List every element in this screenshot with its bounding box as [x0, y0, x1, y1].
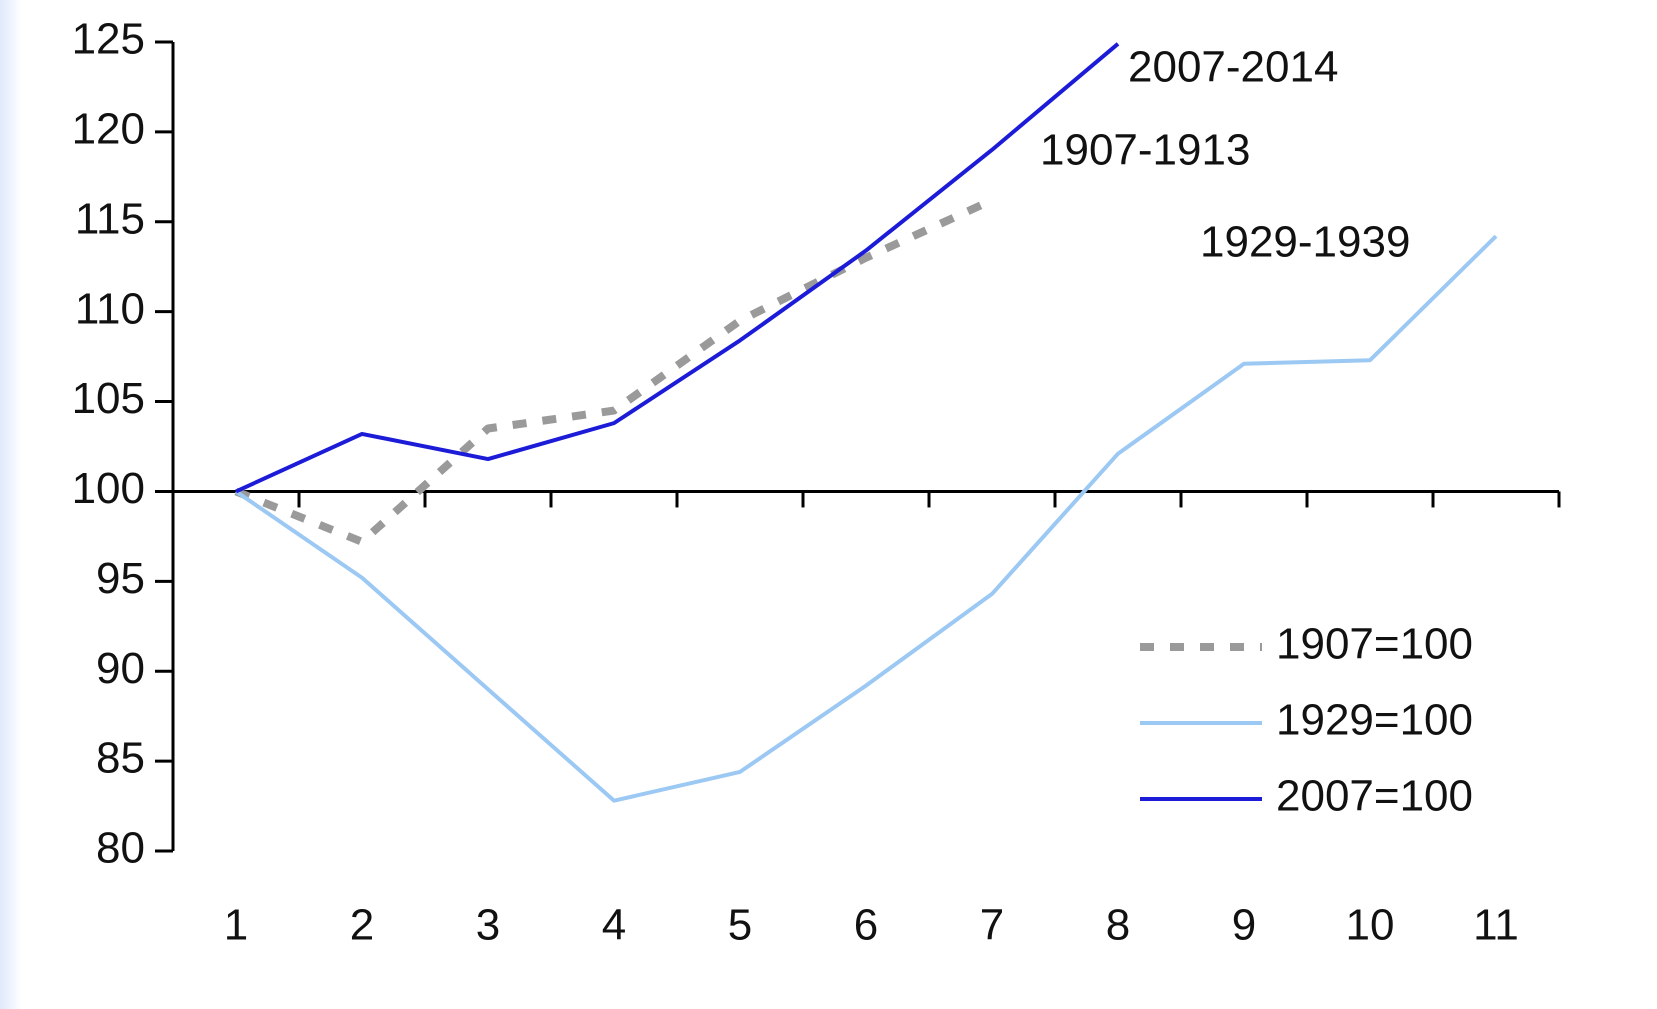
x-tick-label: 11 — [1473, 901, 1519, 950]
y-tick-label: 90 — [96, 644, 145, 693]
series-line — [235, 42, 1120, 494]
legend-label: 1907=100 — [1276, 620, 1473, 669]
y-tick-label: 110 — [75, 284, 145, 333]
y-tick-label: 115 — [75, 194, 145, 243]
annotation: 1907-1913 — [1040, 126, 1250, 175]
y-tick-label: 80 — [96, 824, 145, 873]
x-tick-label: 7 — [980, 901, 1004, 950]
x-tick-label: 2 — [350, 901, 374, 950]
y-tick-label: 95 — [96, 554, 145, 603]
x-tick-label: 1 — [224, 901, 248, 950]
series-line — [234, 196, 994, 546]
legend-label: 2007=100 — [1276, 772, 1473, 821]
legend-label: 1929=100 — [1276, 696, 1473, 745]
x-tick-label: 9 — [1232, 901, 1256, 950]
y-tick-label: 100 — [72, 464, 145, 513]
x-tick-label: 3 — [476, 901, 500, 950]
annotation: 1929-1939 — [1200, 218, 1410, 267]
annotation: 2007-2014 — [1128, 43, 1338, 92]
x-tick-label: 4 — [602, 901, 626, 950]
x-tick-label: 10 — [1346, 901, 1395, 950]
x-tick-label: 5 — [728, 901, 752, 950]
y-tick-label: 85 — [96, 734, 145, 783]
y-tick-label: 105 — [72, 374, 145, 423]
y-tick-label: 120 — [72, 105, 145, 154]
x-tick-label: 6 — [854, 901, 878, 950]
x-tick-label: 8 — [1106, 901, 1130, 950]
y-tick-label: 125 — [72, 15, 145, 64]
series-line — [234, 234, 1498, 803]
